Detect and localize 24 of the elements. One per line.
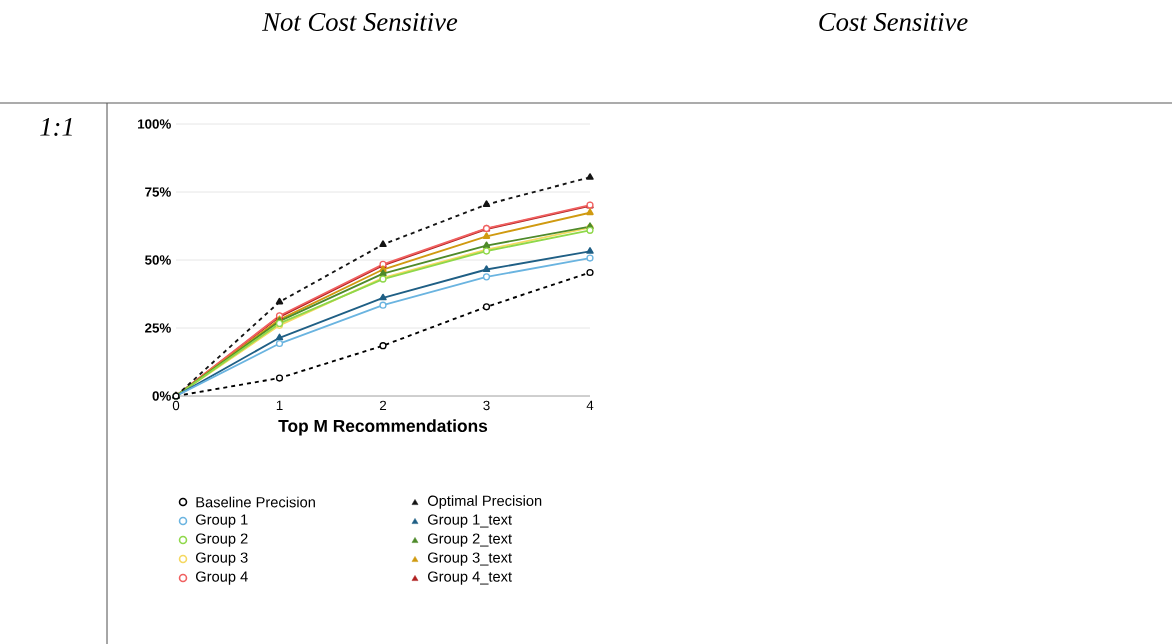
x-axis-title: Top M Recommendations bbox=[278, 419, 488, 436]
legend-label: Group 1 bbox=[196, 514, 248, 528]
legend-label: Baseline Precision bbox=[196, 496, 315, 508]
legend-label: Optimal Precision bbox=[427, 495, 542, 509]
text: Cost Sensitive bbox=[819, 13, 968, 31]
legend-label: Group 3 bbox=[196, 552, 248, 566]
legend-label: Group 2_text bbox=[428, 533, 512, 547]
legend-label: Group 4_text bbox=[428, 571, 512, 585]
text: 1:1 bbox=[40, 118, 72, 136]
x-tick-label: 0 bbox=[172, 400, 180, 411]
legend-label: Group 4 bbox=[196, 571, 248, 585]
legend-label: Group 1_text bbox=[428, 514, 512, 528]
x-tick-label: 1 bbox=[276, 400, 283, 410]
text: Not Cost Sensitive bbox=[262, 13, 458, 31]
y-tick-label: 100% bbox=[138, 119, 171, 129]
y-tick-label: 75% bbox=[145, 187, 171, 197]
x-tick-label: 2 bbox=[379, 400, 387, 411]
x-tick-label: 3 bbox=[483, 400, 490, 411]
legend-label: Group 2 bbox=[196, 533, 248, 547]
y-tick-label: 25% bbox=[145, 323, 171, 333]
x-tick-label: 4 bbox=[586, 400, 594, 410]
legend-label: Group 3_text bbox=[428, 552, 512, 566]
y-tick-label: 50% bbox=[145, 255, 171, 265]
y-tick-label: 0% bbox=[152, 391, 171, 401]
